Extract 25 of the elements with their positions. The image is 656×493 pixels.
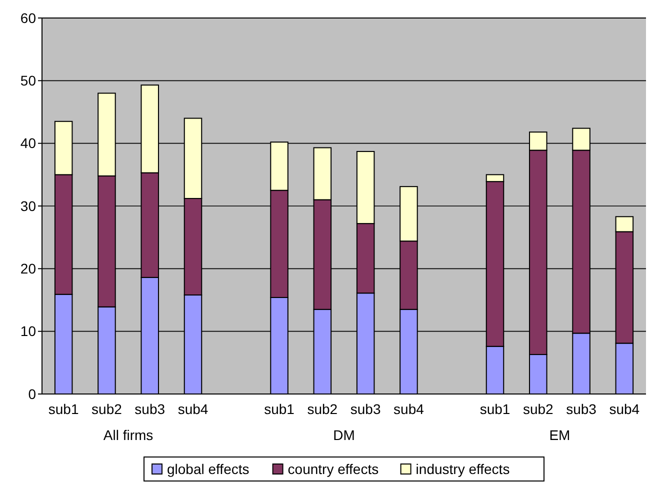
x-tick-label: sub1 <box>480 401 510 417</box>
text: EM <box>549 427 570 443</box>
y-tick-label: 40 <box>20 135 36 152</box>
x-tick-label: sub2 <box>522 401 554 417</box>
x-tick-label: sub4 <box>178 401 208 417</box>
y-tick-label: 20 <box>20 260 36 277</box>
x-tick-label: sub4 <box>609 401 640 417</box>
text: All firms <box>103 427 154 443</box>
legend-label: global effects <box>167 460 250 477</box>
y-tick-label: 50 <box>20 72 36 89</box>
x-tick-label: sub2 <box>307 401 338 417</box>
text: DM <box>333 427 355 443</box>
x-tick-label: sub4 <box>394 401 424 417</box>
x-tick-label: sub3 <box>134 401 166 417</box>
x-tick-label: sub1 <box>264 401 295 417</box>
x-tick-label: sub3 <box>350 401 381 417</box>
legend-label: country effects <box>288 460 379 477</box>
legend-label: industry effects <box>416 460 510 477</box>
y-tick-label: 10 <box>20 323 36 340</box>
y-tick-label: 30 <box>20 198 36 214</box>
y-tick-label: 60 <box>20 10 36 26</box>
y-tick-label: 0 <box>28 386 36 402</box>
x-tick-label: sub3 <box>566 401 597 417</box>
x-tick-label: sub2 <box>92 401 122 417</box>
x-tick-label: sub1 <box>48 401 79 417</box>
